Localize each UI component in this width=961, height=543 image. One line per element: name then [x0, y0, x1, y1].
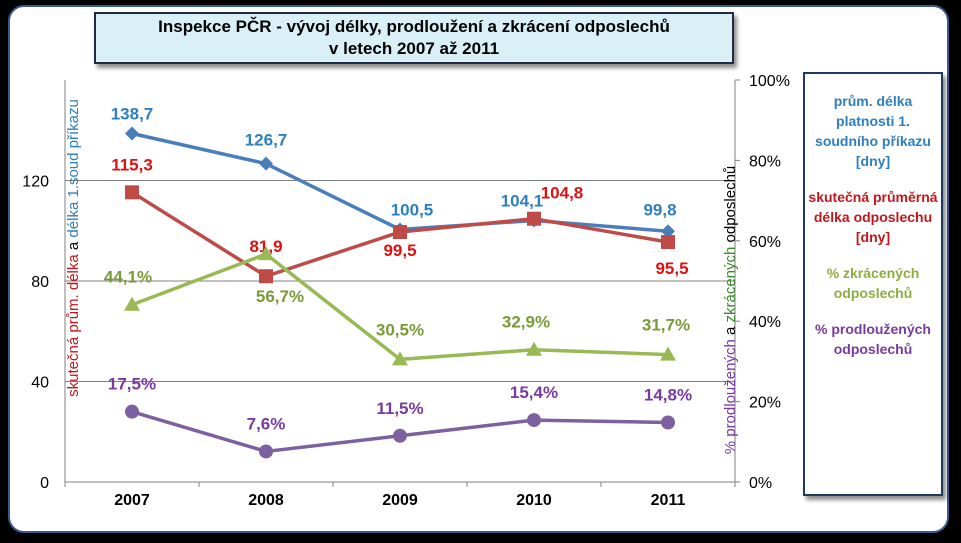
data-label-skutecna: 104,8 [541, 184, 584, 203]
point-prodlouzene [125, 404, 139, 419]
data-label-skutecna: 95,5 [655, 259, 688, 278]
right-tick-label: 20% [749, 395, 781, 412]
data-label-zkracene: 32,9% [502, 313, 550, 332]
point-skutecna [661, 235, 675, 250]
chart-title: Inspekce PČR - vývoj délky, prodloužení … [94, 12, 734, 64]
data-label-skutecna: 115,3 [111, 155, 153, 174]
right-tick-label: 40% [749, 314, 781, 331]
right-axis-title-part: a [722, 323, 739, 340]
point-prikaz [661, 224, 675, 239]
point-zkracene [526, 341, 542, 356]
data-label-zkracene: 30,5% [376, 320, 424, 339]
point-zkracene [392, 351, 408, 366]
point-prodlouzene [259, 444, 273, 459]
point-prodlouzene [661, 415, 675, 430]
right-tick-label: 100% [749, 73, 790, 90]
chart-frame [8, 5, 949, 533]
data-label-prodlouzene: 7,6% [247, 414, 286, 433]
point-prikaz [125, 126, 139, 141]
point-zkracene [258, 246, 274, 261]
chart-title-line2: v letech 2007 až 2011 [328, 39, 500, 58]
legend-item-prodlouzene: % prodloužených odposlechů [815, 321, 931, 357]
x-tick-label: 2007 [114, 492, 150, 509]
right-tick-label: 60% [749, 234, 781, 251]
x-tick-label: 2008 [248, 492, 284, 509]
legend-item-prikaz: prům. délka platnosti 1. soudního příkaz… [815, 93, 931, 169]
left-axis-title-part: a [65, 238, 82, 255]
data-label-zkracene: 31,7% [642, 316, 690, 335]
point-skutecna [393, 225, 407, 240]
chart-title-line1: Inspekce PČR - vývoj délky, prodloužení … [158, 17, 670, 36]
point-zkracene [660, 346, 676, 361]
data-label-prikaz: 126,7 [245, 131, 288, 150]
left-tick-label: 80 [31, 274, 49, 291]
data-label-prikaz: 100,5 [391, 200, 434, 219]
left-tick-label: 40 [31, 375, 49, 392]
data-label-prodlouzene: 11,5% [376, 399, 423, 418]
data-label-zkracene: 44,1% [104, 268, 152, 287]
right-axis-title-part: odposlechů [722, 166, 739, 247]
x-tick-label: 2009 [382, 492, 418, 509]
left-tick-label: 120 [22, 174, 49, 191]
point-skutecna [259, 269, 273, 284]
legend-item-zkracene: % zkrácených odposlechů [826, 265, 920, 301]
point-prodlouzene [527, 413, 541, 428]
series-line-zkracene [131, 252, 669, 362]
point-skutecna [125, 185, 139, 200]
legend-item-skutecna: skutečná průměrná délka odposlechu [dny] [808, 189, 938, 245]
x-tick-label: 2011 [651, 492, 686, 509]
data-label-prikaz: 99,8 [643, 200, 676, 219]
data-label-prodlouzene: 17,5% [108, 375, 156, 394]
data-label-zkracene: 56,7% [256, 287, 304, 306]
right-tick-label: 0% [749, 475, 772, 492]
left-axis-title-part: skutečná prům. délka [65, 254, 82, 397]
legend: prům. délka platnosti 1. soudního příkaz… [803, 72, 943, 496]
data-label-prodlouzene: 15,4% [510, 383, 558, 402]
data-label-prodlouzene: 14,8% [644, 386, 692, 405]
point-skutecna [527, 211, 541, 226]
left-tick-label: 0 [40, 475, 49, 492]
right-axis-title-part: % prodloužených [722, 339, 739, 454]
x-tick-label: 2010 [516, 492, 552, 509]
right-axis-title-part: zkrácených [722, 247, 739, 323]
point-prodlouzene [393, 428, 407, 443]
right-tick-label: 80% [749, 153, 781, 170]
data-label-skutecna: 99,5 [383, 241, 416, 260]
left-axis-title: skutečná prům. délka a délka 1.soud přík… [65, 99, 82, 397]
right-axis-title: % prodloužených a zkrácených odposlechů [722, 166, 739, 455]
left-axis-title-part: délka 1.soud příkazu [65, 99, 82, 237]
point-prikaz [259, 156, 273, 171]
data-label-prikaz: 138,7 [111, 105, 154, 124]
point-zkracene [124, 296, 140, 311]
data-label-prikaz: 104,1 [501, 191, 544, 210]
